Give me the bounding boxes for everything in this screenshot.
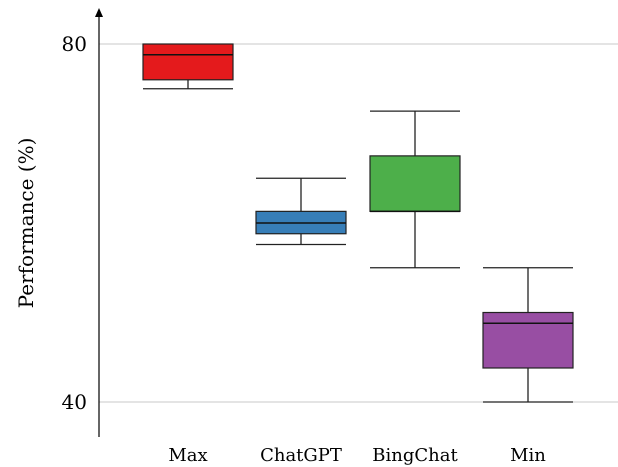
box-iqr — [482, 311, 574, 369]
box-bingchat — [369, 110, 461, 269]
y-axis-title: Performance (%) — [14, 138, 38, 309]
y-axis-arrow-icon — [95, 8, 103, 17]
category-labels: Max ChatGPT BingChat Min — [168, 445, 546, 466]
boxes — [142, 43, 574, 403]
category-label: ChatGPT — [260, 445, 342, 466]
y-tick-label: 40 — [62, 390, 87, 414]
y-tick-label: 80 — [62, 32, 87, 56]
box-min — [482, 267, 574, 403]
box-max — [142, 43, 234, 90]
category-label: Max — [168, 445, 207, 466]
box-chatgpt — [255, 177, 347, 246]
y-tick-labels: 40 80 — [62, 32, 87, 414]
category-label: BingChat — [372, 445, 458, 466]
box-iqr — [369, 155, 461, 212]
box-iqr — [142, 43, 234, 81]
axes — [95, 8, 103, 437]
category-label: Min — [510, 445, 546, 466]
